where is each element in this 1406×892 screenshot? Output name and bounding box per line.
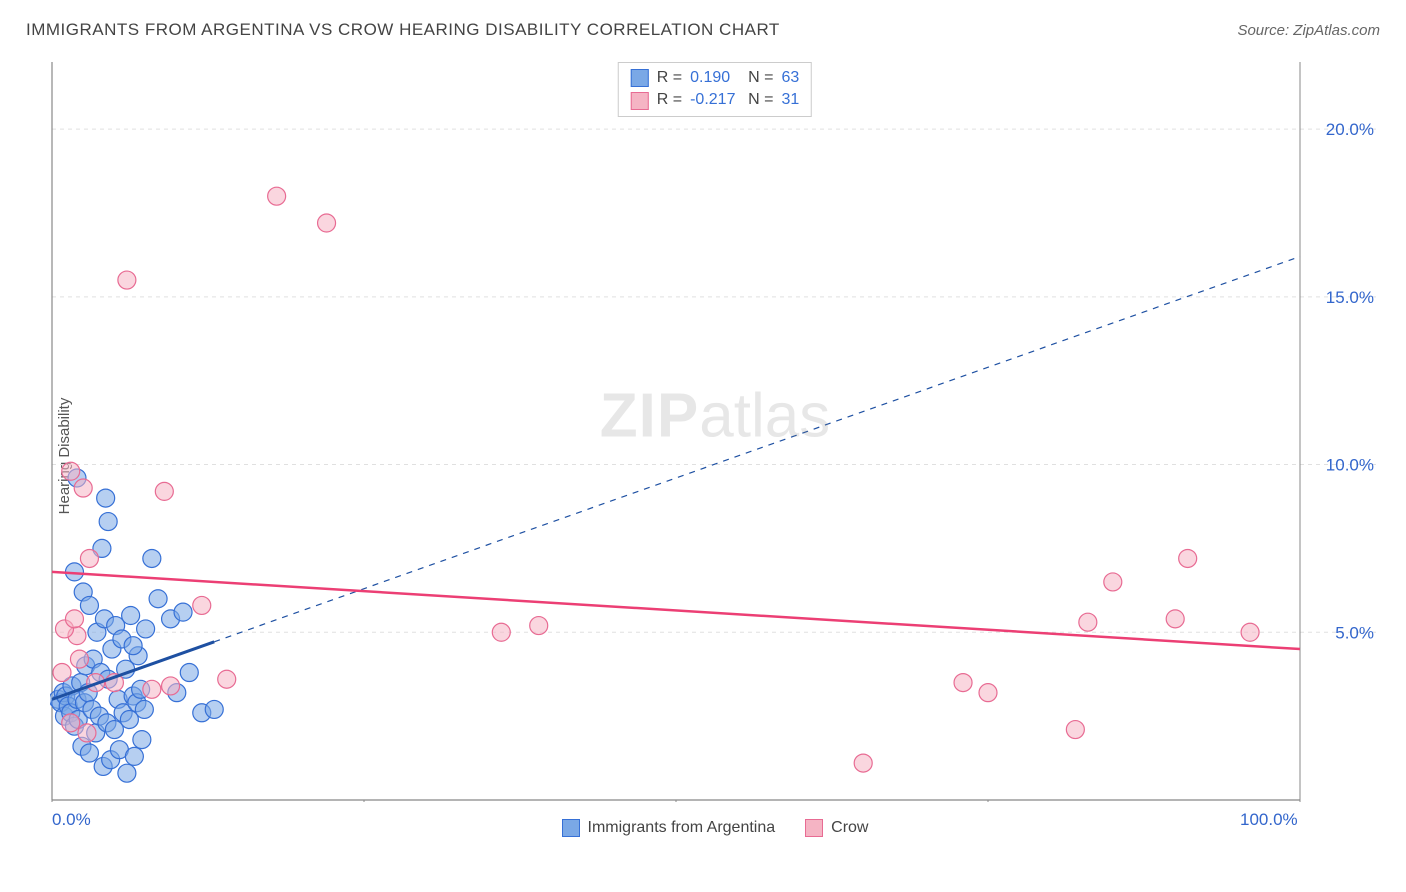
correlation-stats-box: R = 0.190 N = 63 R = -0.217 N = 31 <box>618 62 812 117</box>
x-axis-legend: Immigrants from Argentina Crow <box>50 819 1380 837</box>
header-row: IMMIGRANTS FROM ARGENTINA VS CROW HEARIN… <box>26 20 1380 40</box>
scatter-chart: 5.0% 10.0% 15.0% 20.0% <box>50 60 1380 802</box>
legend-label: Immigrants from Argentina <box>588 819 776 837</box>
stats-swatch <box>631 92 649 110</box>
y-tick-label: 15.0% <box>1326 288 1374 307</box>
stats-row: R = -0.217 N = 31 <box>631 89 799 111</box>
stats-r-label: R = <box>657 67 682 89</box>
y-tick-label: 10.0% <box>1326 456 1374 475</box>
y-tick-label: 5.0% <box>1335 623 1374 642</box>
legend-swatch <box>562 819 580 837</box>
chart-title: IMMIGRANTS FROM ARGENTINA VS CROW HEARIN… <box>26 20 780 40</box>
stats-r-value: -0.217 <box>690 89 740 111</box>
stats-row: R = 0.190 N = 63 <box>631 67 799 89</box>
legend-item: Crow <box>805 819 868 837</box>
stats-n-value: 31 <box>781 89 799 111</box>
stats-r-value: 0.190 <box>690 67 740 89</box>
y-tick-label: 20.0% <box>1326 120 1374 139</box>
plot-wrap: Hearing Disability 5.0%10.0%15.0%20.0% Z… <box>50 60 1380 852</box>
series-crow <box>53 187 1259 772</box>
stats-n-label: N = <box>748 89 773 111</box>
stats-r-label: R = <box>657 89 682 111</box>
stats-n-value: 63 <box>781 67 799 89</box>
stats-swatch <box>631 69 649 87</box>
legend-label: Crow <box>831 819 868 837</box>
x-tick-label: 0.0% <box>52 810 91 830</box>
x-tick-label: 100.0% <box>1240 810 1298 830</box>
source-label: Source: ZipAtlas.com <box>1237 22 1380 39</box>
plot-area: 5.0%10.0%15.0%20.0% ZIPatlas R =0.190N =… <box>50 60 1380 802</box>
legend-swatch <box>805 819 823 837</box>
stats-n-label: N = <box>748 67 773 89</box>
legend-item: Immigrants from Argentina <box>562 819 776 837</box>
chart-container: IMMIGRANTS FROM ARGENTINA VS CROW HEARIN… <box>0 0 1406 892</box>
